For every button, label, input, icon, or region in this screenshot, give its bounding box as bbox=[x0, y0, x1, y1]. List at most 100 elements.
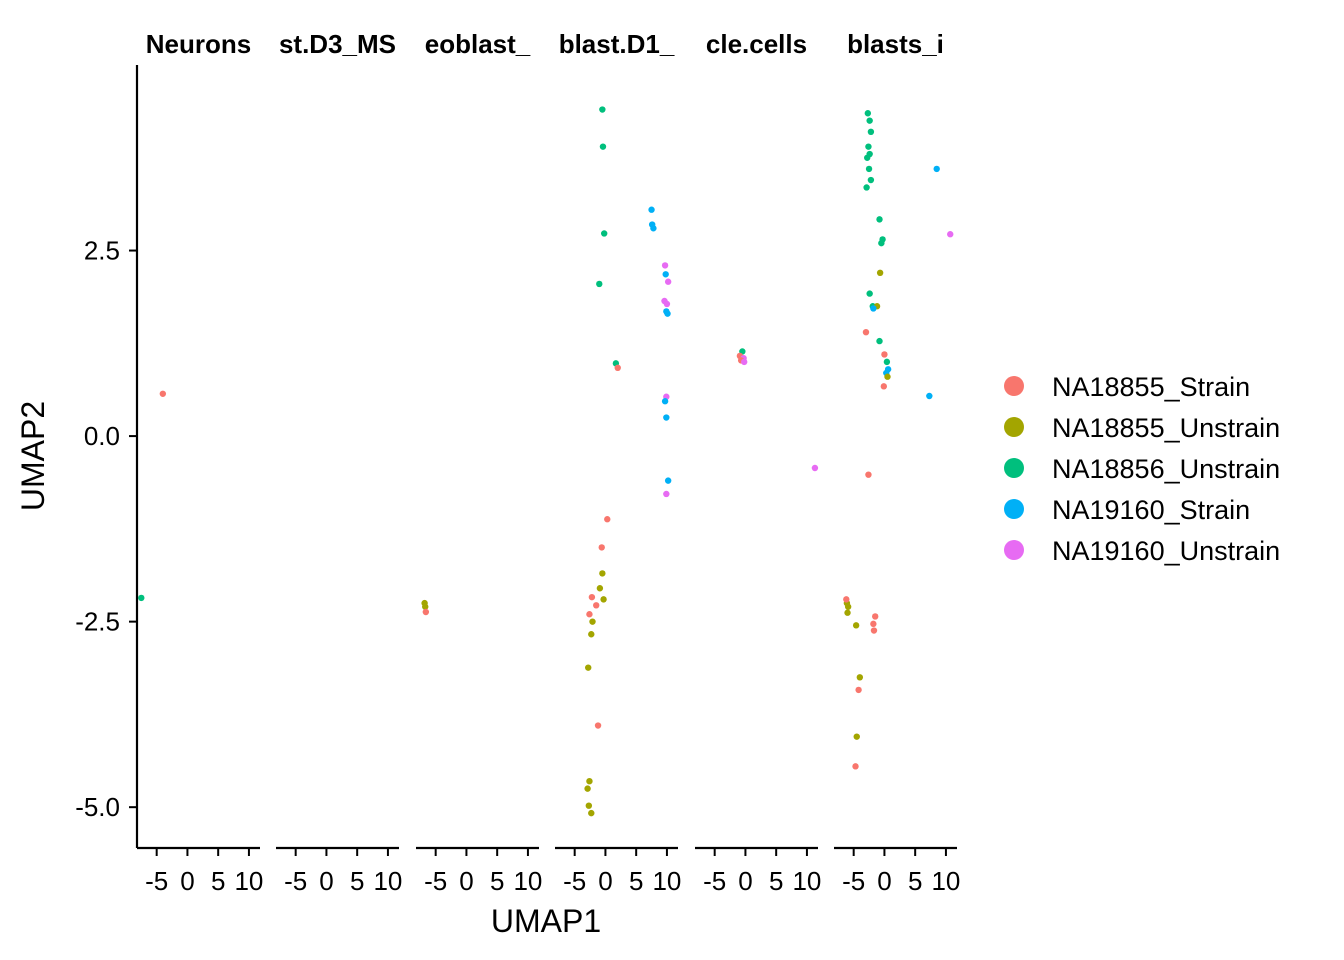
legend-key-5 bbox=[1004, 540, 1024, 560]
data-point bbox=[867, 128, 875, 135]
x-tick-label: -5 bbox=[563, 866, 586, 896]
x-tick-label: -5 bbox=[424, 866, 447, 896]
data-point bbox=[422, 608, 430, 616]
facet-strip-label: Neurons bbox=[146, 29, 251, 59]
x-tick-label: -5 bbox=[842, 866, 865, 896]
data-point bbox=[741, 358, 748, 366]
data-point bbox=[865, 143, 872, 150]
x-tick-label: -5 bbox=[703, 866, 726, 896]
legend-label-3: NA18856_Unstrain bbox=[1052, 454, 1280, 484]
data-point bbox=[159, 390, 167, 397]
facet-points bbox=[584, 106, 672, 817]
data-point bbox=[594, 722, 602, 729]
data-point bbox=[881, 351, 888, 358]
data-point bbox=[870, 305, 877, 312]
data-point bbox=[856, 674, 864, 681]
data-point bbox=[878, 239, 885, 247]
data-point bbox=[866, 290, 873, 297]
data-point bbox=[598, 544, 605, 551]
legend-key-2 bbox=[1004, 417, 1024, 437]
data-point bbox=[664, 278, 672, 285]
data-point bbox=[865, 165, 873, 173]
x-tick-label: 10 bbox=[513, 866, 542, 896]
data-point bbox=[926, 392, 933, 400]
data-point bbox=[933, 165, 940, 173]
y-tick-label: 2.5 bbox=[84, 236, 120, 266]
data-point bbox=[853, 733, 860, 740]
data-point bbox=[863, 184, 870, 191]
data-point bbox=[843, 596, 850, 603]
data-point bbox=[585, 664, 592, 671]
data-point bbox=[596, 280, 603, 288]
x-tick-label: 5 bbox=[629, 866, 643, 896]
x-tick-label: 5 bbox=[211, 866, 225, 896]
y-tick-label: -2.5 bbox=[75, 607, 120, 637]
data-point bbox=[588, 809, 595, 817]
facet-panel-6: blasts_i -5 0 5 10 bbox=[834, 29, 960, 896]
data-point bbox=[584, 785, 591, 792]
data-point bbox=[422, 603, 429, 610]
data-point bbox=[872, 613, 879, 620]
facet-panel-5: cle.cells -5 0 5 10 bbox=[695, 29, 821, 896]
y-tick-label: 0.0 bbox=[84, 421, 120, 451]
data-point bbox=[614, 364, 621, 372]
x-tick-label: 0 bbox=[180, 866, 194, 896]
y-tick-label: -5.0 bbox=[75, 792, 120, 822]
data-point bbox=[870, 627, 878, 634]
facet-points bbox=[138, 390, 167, 602]
data-point bbox=[876, 337, 883, 345]
facet-strip-label: cle.cells bbox=[706, 29, 807, 59]
facet-strip-label: eoblast_ bbox=[425, 29, 531, 59]
data-point bbox=[867, 176, 875, 184]
data-point bbox=[862, 328, 870, 336]
facet-panel-1: Neurons -5 0 5 10 bbox=[137, 29, 263, 896]
legend-label-5: NA19160_Unstrain bbox=[1052, 536, 1280, 566]
data-point bbox=[865, 471, 872, 478]
data-point bbox=[663, 490, 670, 498]
data-point bbox=[599, 143, 607, 150]
data-point bbox=[811, 464, 819, 472]
facet-strip-label: blasts_i bbox=[847, 29, 944, 59]
data-point bbox=[852, 763, 859, 770]
x-tick-label: 10 bbox=[792, 866, 821, 896]
x-tick-label: 0 bbox=[877, 866, 891, 896]
x-tick-label: 0 bbox=[738, 866, 752, 896]
x-tick-label: 10 bbox=[373, 866, 402, 896]
data-point bbox=[864, 110, 872, 117]
legend-label-2: NA18855_Unstrain bbox=[1052, 413, 1280, 443]
data-point bbox=[599, 106, 606, 113]
legend-key-4 bbox=[1004, 499, 1024, 519]
facet-points bbox=[843, 110, 954, 770]
data-point bbox=[586, 778, 593, 785]
data-point bbox=[600, 596, 607, 603]
data-point bbox=[884, 373, 891, 380]
x-tick-label: 5 bbox=[769, 866, 783, 896]
data-point bbox=[604, 516, 611, 523]
facet-panel-4: blast.D1_ -5 0 5 10 bbox=[555, 29, 681, 896]
data-point bbox=[661, 262, 669, 269]
x-tick-label: -5 bbox=[145, 866, 168, 896]
facet-points bbox=[736, 348, 819, 472]
data-point bbox=[663, 414, 670, 421]
data-point bbox=[844, 609, 851, 616]
legend-key-1 bbox=[1004, 376, 1024, 396]
data-point bbox=[883, 358, 891, 366]
x-tick-label: 10 bbox=[931, 866, 960, 896]
y-axis: 2.5 0.0 -2.5 -5.0 bbox=[75, 65, 139, 848]
data-point bbox=[589, 618, 596, 625]
data-point bbox=[876, 269, 884, 277]
legend-key-3 bbox=[1004, 458, 1024, 478]
x-tick-label: 0 bbox=[319, 866, 333, 896]
data-point bbox=[852, 622, 860, 629]
data-point bbox=[586, 611, 593, 618]
data-point bbox=[588, 593, 596, 601]
data-point bbox=[855, 686, 862, 694]
data-point bbox=[870, 620, 877, 628]
data-point bbox=[138, 594, 145, 602]
facet-strip-label: blast.D1_ bbox=[559, 29, 675, 59]
x-tick-label: 0 bbox=[459, 866, 473, 896]
legend: NA18855_Strain NA18855_Unstrain NA18856_Un… bbox=[1004, 372, 1280, 566]
data-point bbox=[662, 271, 669, 278]
data-point bbox=[601, 230, 608, 237]
